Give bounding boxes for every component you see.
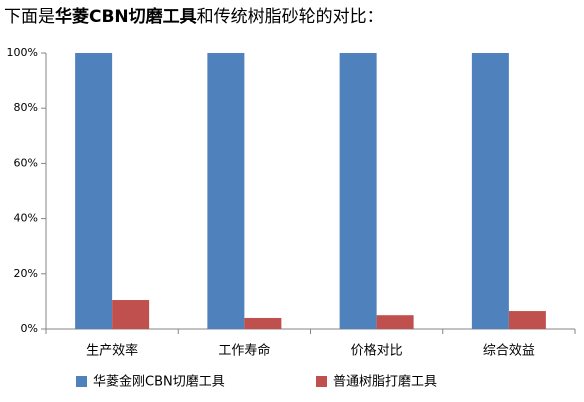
y-tick-label: 60% [14,156,38,169]
y-tick-label: 20% [14,267,38,280]
bar [75,53,113,329]
legend-label: 华菱金刚CBN切磨工具 [93,374,225,390]
y-tick-label: 100% [7,46,38,59]
bar [339,53,377,329]
chart-title: 下面是华菱CBN切磨工具和传统树脂砂轮的对比： [4,6,384,27]
bar [112,300,150,329]
legend-swatch [316,376,327,387]
bar [207,53,245,329]
x-tick-label: 生产效率 [86,343,138,359]
bar [376,315,414,329]
title-part: 华菱CBN切磨工具 [55,6,197,27]
y-tick-label: 40% [14,212,38,225]
legend-label: 普通树脂打磨工具 [333,375,437,390]
legend-swatch [76,376,87,387]
bar [508,311,546,329]
bar [244,317,282,329]
title-part: 和传统树脂砂轮的对比： [197,7,384,27]
y-tick-label: 80% [14,101,38,114]
x-tick-label: 价格对比 [351,343,403,359]
bar [471,53,509,329]
x-tick-label: 综合效益 [483,344,535,359]
title-part: 下面是 [4,7,55,27]
y-tick-label: 0% [21,322,38,335]
x-tick-label: 工作寿命 [218,343,270,359]
